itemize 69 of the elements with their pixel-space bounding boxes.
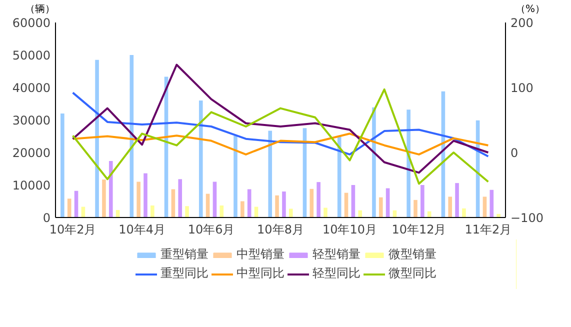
x-tick-label: 10年12月 <box>392 222 446 236</box>
bar <box>482 196 487 218</box>
bar <box>74 190 78 218</box>
y-tick-label: 50000 <box>12 48 51 62</box>
bar <box>316 182 320 218</box>
bar <box>448 196 452 218</box>
bar <box>144 173 148 218</box>
y2-tick-label: −100 <box>510 211 544 225</box>
x-tick-label: 10年10月 <box>322 222 378 236</box>
legend-label: 微型同比 <box>388 265 436 282</box>
line-series <box>72 132 490 156</box>
bar <box>455 183 459 218</box>
bar <box>420 185 424 218</box>
bar <box>351 185 356 218</box>
bar <box>247 189 252 218</box>
bar <box>414 200 418 218</box>
bar <box>288 208 293 218</box>
bar <box>185 206 189 218</box>
bar <box>102 179 106 218</box>
y2-tick-label: 100 <box>510 81 534 95</box>
bar <box>178 179 182 218</box>
bar <box>136 182 140 218</box>
y-tick-label: 0 <box>42 211 51 225</box>
legend-label: 轻型同比 <box>312 265 360 282</box>
bar <box>198 100 203 218</box>
bar <box>310 188 314 218</box>
y-tick-label: 60000 <box>12 16 51 30</box>
legend-label: 重型销量 <box>160 246 208 263</box>
line-series <box>72 92 490 158</box>
legend-label: 中型销量 <box>236 246 284 263</box>
x-tick-label: 10年2月 <box>49 222 96 236</box>
x-tick-label: 10年6月 <box>188 222 235 236</box>
y-tick-label: 30000 <box>12 114 51 128</box>
bar <box>67 198 72 218</box>
y2-tick-label: 200 <box>510 16 534 30</box>
y-tick-label: 20000 <box>12 146 51 160</box>
bar <box>386 188 390 218</box>
legend-label: 轻型销量 <box>312 246 360 263</box>
bar <box>108 160 113 218</box>
x-tick-label: 10年8月 <box>257 222 304 236</box>
bar <box>234 136 238 218</box>
y-tick-label: 10000 <box>12 178 51 192</box>
line-series <box>72 64 490 174</box>
bar <box>490 190 494 218</box>
bar <box>268 130 272 218</box>
bar <box>95 60 99 218</box>
legend-label: 重型同比 <box>160 265 208 282</box>
bar <box>358 210 362 218</box>
y-axis-title: （辆） <box>25 3 55 17</box>
bar <box>212 182 217 218</box>
bar <box>427 211 432 218</box>
bar <box>60 114 64 218</box>
bar <box>337 136 342 218</box>
legend-label: 微型销量 <box>388 246 436 263</box>
legend-label: 中型同比 <box>236 265 284 282</box>
x-tick-label: 11年2月 <box>464 222 512 236</box>
bar <box>324 208 328 218</box>
y2-axis-title: （%） <box>515 3 545 17</box>
bar <box>150 205 154 218</box>
x-tick-label: 10年4月 <box>118 222 166 236</box>
y2-tick-label: 0 <box>510 146 518 160</box>
bar <box>282 192 286 218</box>
bar <box>240 201 244 218</box>
bar <box>275 195 279 218</box>
line-series <box>72 88 490 185</box>
y-tick-label: 40000 <box>12 81 51 95</box>
bar <box>378 197 383 218</box>
bar <box>171 189 176 218</box>
bar <box>462 208 466 218</box>
